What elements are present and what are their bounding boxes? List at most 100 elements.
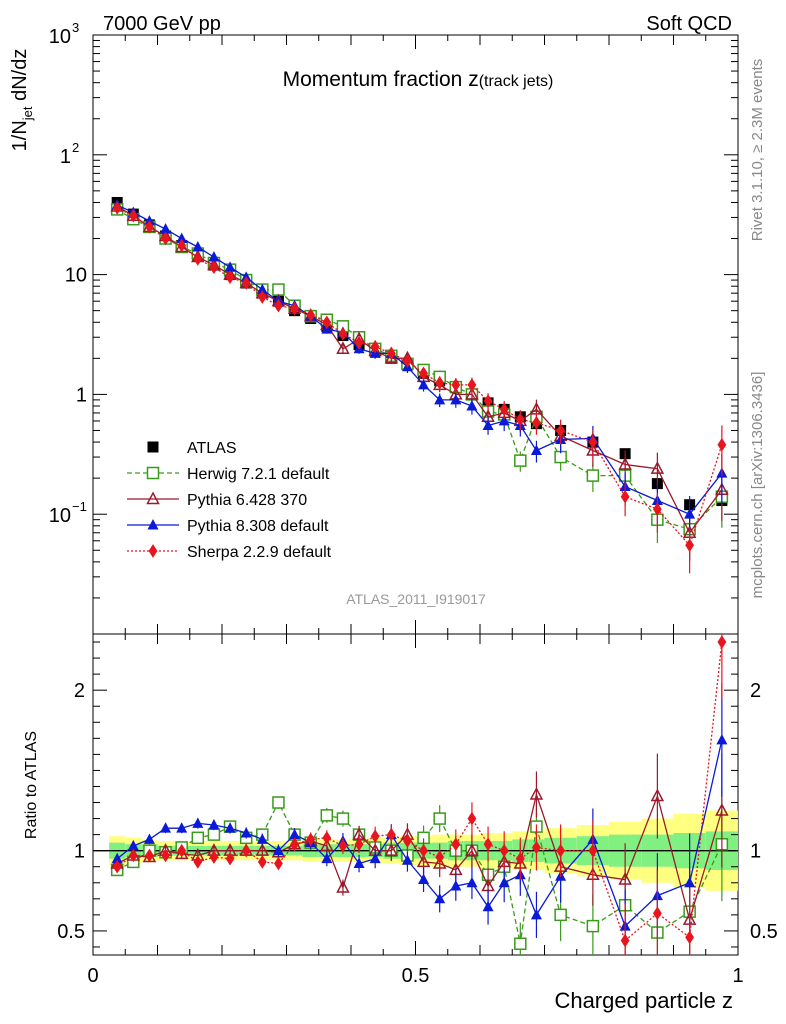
data-point: [618, 456, 632, 470]
ratio-point: [586, 919, 600, 933]
ratio-y-axis-ticks: [93, 641, 738, 948]
y-tick-label: 10: [49, 505, 71, 527]
data-point: [128, 208, 138, 223]
main-y-axis-label: 1/Njet dN/dz: [9, 49, 35, 152]
ratio-y-tick-label-right: 1: [750, 841, 761, 863]
y-tick-exponent: 3: [72, 20, 79, 35]
data-point: [338, 327, 348, 341]
ratio-point: [498, 876, 510, 888]
legend-marker: [146, 491, 160, 505]
ratio-point: [386, 827, 396, 842]
ratio-point: [322, 831, 332, 845]
ratio-point: [208, 819, 220, 830]
data-point: [451, 378, 461, 392]
ratio-point: [403, 834, 412, 848]
legend-entry-herwig: Herwig 7.2.1 default: [127, 466, 330, 483]
data-point: [225, 270, 235, 285]
ratio-point: [465, 843, 479, 856]
ratio-point: [176, 822, 188, 833]
chart-title: Momentum fraction z(track jets): [283, 68, 554, 91]
ratio-x-axis-ticks: [92, 634, 739, 955]
data-point: [336, 341, 350, 355]
data-point: [272, 283, 285, 296]
data-point: [717, 437, 727, 452]
main-y-axis-ticks: [93, 39, 738, 635]
legend-entry-pythia8: Pythia 8.308 default: [127, 518, 329, 535]
data-point: [684, 508, 696, 519]
ratio-point: [685, 930, 695, 945]
data-point: [498, 415, 510, 426]
data-point: [208, 251, 220, 262]
data-point: [257, 290, 267, 304]
ratio-y-axis-label: Ratio to ATLAS: [23, 731, 40, 839]
legend-label: Pythia 8.308 default: [187, 518, 329, 535]
ratio-point: [652, 906, 662, 921]
ratio-point: [529, 786, 544, 800]
ratio-y-tick-label-left: 2: [74, 680, 85, 702]
data-point: [241, 276, 251, 290]
legend: ATLAS Herwig 7.2.1 default Pythia 6.428 37…: [127, 440, 332, 561]
y-tick-label: 10: [49, 26, 71, 48]
ratio-point: [145, 848, 154, 863]
ratio-point: [717, 635, 727, 649]
ratio-point: [320, 809, 334, 822]
y-tick-label: 1: [76, 384, 87, 406]
legend-entry-sherpa: Sherpa 2.2.9 default: [127, 544, 332, 561]
rivet-version-label: Rivet 3.1.10, ≥ 2.3M events: [749, 59, 766, 242]
ratio-point: [515, 851, 525, 866]
data-point: [483, 394, 493, 408]
ratio-point: [320, 838, 334, 852]
ratio-point: [336, 880, 350, 893]
data-point: [306, 308, 316, 322]
ratio-point: [433, 812, 446, 825]
ratio-point: [418, 873, 430, 885]
ratio-y-tick-label-left: 0.5: [57, 921, 85, 943]
ratio-point: [191, 831, 205, 845]
y-tick-label: 1: [60, 146, 71, 168]
ratio-point: [161, 848, 170, 863]
ratio-point: [289, 828, 301, 840]
ratio-point: [466, 876, 478, 888]
ratio-line: [116, 641, 723, 942]
ratio-point: [620, 933, 630, 948]
ratio-point: [450, 880, 462, 891]
ratio-point: [354, 837, 364, 852]
legend-entry-pythia6: Pythia 6.428 370: [127, 491, 307, 509]
data-point: [482, 419, 494, 430]
data-point: [145, 220, 154, 234]
y-tick-label: 10: [65, 265, 87, 287]
ratio-point: [209, 850, 219, 864]
legend-label: Herwig 7.2.1 default: [187, 466, 330, 483]
ratio-point: [127, 839, 139, 851]
ratio-line: [116, 801, 723, 944]
ratio-point: [369, 852, 381, 864]
data-point: [419, 366, 428, 381]
ratio-point: [451, 837, 461, 852]
data-point: [160, 223, 172, 234]
ratio-point: [240, 827, 252, 838]
data-point: [685, 538, 695, 553]
data-point: [224, 261, 236, 272]
legend-marker: [148, 544, 158, 558]
data-point: [499, 402, 509, 417]
ratio-point: [256, 833, 268, 844]
ratio-point: [434, 892, 446, 904]
ratio-point: [532, 840, 541, 855]
data-point: [530, 444, 542, 455]
ratio-point: [111, 852, 123, 864]
data-point: [556, 423, 566, 438]
data-point: [322, 315, 332, 330]
data-point: [370, 339, 380, 354]
ratio-point: [419, 843, 428, 858]
ratio-point: [290, 837, 299, 852]
ratio-point: [384, 843, 399, 856]
data-point: [620, 489, 630, 504]
x-tick-label: 1: [732, 965, 743, 987]
ratio-plot-frame: [92, 633, 739, 956]
ratio-point: [482, 900, 494, 912]
ratio-point: [193, 855, 203, 869]
